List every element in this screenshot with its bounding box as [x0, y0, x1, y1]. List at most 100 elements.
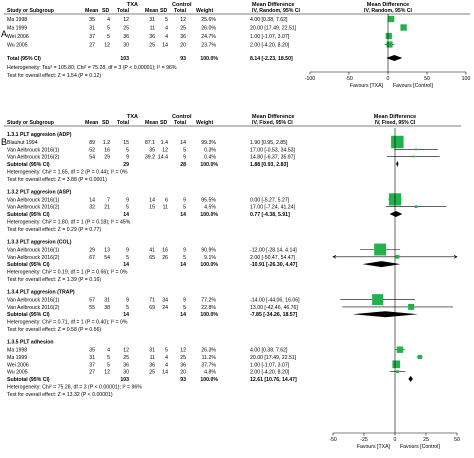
panel-b-sg5-heterogeneity: Heterogeneity: Chi² = 75.28, df = 3 (P <…	[7, 384, 142, 390]
panel-a-study-3-name: Wu 2005	[7, 43, 28, 49]
panel-b-sg5-subtotal-diamond	[408, 375, 413, 382]
panel-a-study-3-sd2: 14	[162, 43, 168, 49]
panel-a-study-3-mean1: 27	[89, 43, 95, 49]
panel-b-sg5-subtotal-weight: 100.0%	[200, 377, 218, 383]
panel-b-sg5-study-3-total1: 30	[123, 370, 129, 376]
panel-b-sg1-study-1-mean1: 52	[89, 147, 95, 153]
panel-b-sg2-study-0-sd2: 6	[165, 197, 168, 203]
header-total2: Total	[174, 8, 187, 14]
panel-b-sg1-study-1-point	[415, 148, 417, 151]
header-plot-title: Mean Difference	[374, 114, 417, 120]
panel-b-sg2-study-1-ci-text: 17.00 [-7.24, 41.24]	[250, 205, 296, 211]
panel-b-sg5-study-2-point	[392, 360, 401, 369]
panel-b-sg1-subtotal-weight: 100.0%	[200, 162, 218, 168]
panel-b-sg3-study-0-total1: 9	[126, 248, 129, 254]
panel-b-sg5-study-2-sd1: 5	[107, 362, 110, 368]
panel-b-sg2-subtotal-n2: 14	[180, 212, 186, 218]
panel-b-sg2-study-0-mean1: 14	[89, 197, 95, 203]
panel-a-total-label: Total (95% CI)	[7, 56, 41, 62]
panel-b-sg2-subtotal-n1: 14	[123, 212, 129, 218]
panel-b-sg2-study-0-sd1: 7	[107, 197, 110, 203]
panel-b-sg5-study-3-total2: 20	[180, 370, 186, 376]
panel-b-sg3-study-1-sd1: 54	[104, 255, 110, 261]
panel-b-sg1-study-1-ci-text: 17.00 [-0.53, 34.53]	[250, 147, 296, 153]
header-total2: Total	[174, 120, 187, 126]
panel-b-sg4-study-1-mean2: 69	[149, 305, 155, 311]
panel-b-sg4-study-1-name: Van Aelbrouck 2016(2)	[7, 305, 60, 311]
panel-b-sg1-study-0-name: Blauhut 1994	[7, 140, 38, 146]
header-plot-title: Mean Difference	[367, 2, 410, 8]
panel-a-study-2-sd2: 4	[165, 34, 168, 40]
panel-b-sg3-study-1-mean2: 65	[149, 255, 155, 261]
panel-b-sg3-study-0-point	[374, 243, 387, 256]
panel-b-sg3-subtotal-weight: 100.0%	[200, 262, 218, 268]
panel-b-sg3-study-0-mean1: 29	[89, 248, 95, 254]
panel-b-sg5-study-3-sd1: 12	[104, 370, 110, 376]
panel-b-sg1-study-2-weight: 0.4%	[204, 155, 216, 161]
panel-b-sg5-study-3-name: Wu 2005	[7, 370, 28, 376]
panel-b-sg2-study-1-total2: 5	[183, 205, 186, 211]
panel-b-sg5-study-0-ci-text: 4.00 [0.38, 7.62]	[250, 348, 288, 354]
panel-a-study-3-total2: 20	[180, 43, 186, 49]
header-study: Study or Subgroup	[7, 120, 54, 126]
panel-b-sg1-study-1-sd2: 12	[162, 147, 168, 153]
panel-b-sg4-subtotal-weight: 100.0%	[200, 312, 218, 318]
panel-b-sg5-study-2-sd2: 4	[165, 362, 168, 368]
panel-a-study-3-ci-text: 2.00 [-4.20, 8.20]	[250, 43, 290, 49]
panel-b-sg2-heterogeneity: Heterogeneity: Chi² = 1.80, df = 1 (P = …	[7, 220, 131, 226]
panel-a-study-1-sd1: 5	[107, 26, 110, 32]
panel-b-sg5-overall-test: Test for overall effect: Z = 13.32 (P < …	[7, 392, 113, 398]
panel-b-sg5-subtotal-ci-text: 12.61 [10.76, 14.47]	[250, 377, 297, 383]
panel-b-sg5-study-0-point	[396, 346, 404, 353]
header-md-method: IV, Random, 95% CI	[252, 8, 301, 14]
panel-b-sg3-study-1-total1: 5	[126, 255, 129, 261]
panel-b-sg5-title: 1.3.5 PLT adhesion	[7, 340, 54, 346]
panel-b-sg5-study-1-mean1: 31	[89, 355, 95, 361]
panel-b-sg4-study-0-name: Van Aelbrouck 2016(1)	[7, 298, 60, 304]
panel-b-sg5-study-1-weight: 11.2%	[202, 355, 217, 361]
panel-b-sg5-subtotal-n1: 103	[120, 377, 129, 383]
panel-b-sg2-study-0-total2: 9	[183, 197, 186, 203]
panel-a-study-2-ci-text: 1.00 [-1.07, 3.07]	[250, 34, 290, 40]
panel-b-sg2-study-1-sd1: 21	[104, 205, 110, 211]
panel-b-sg3-study-0-sd1: 13	[104, 248, 110, 254]
panel-b-sg2-study-0-name: Van Aelbrouck 2016(1)	[7, 197, 60, 203]
header-mean1: Mean	[85, 120, 98, 126]
panel-a-study-1-name: Ma 1999	[7, 26, 27, 32]
panel-b-sg5-study-0-name: Ma 1998	[7, 348, 27, 354]
panel-a-tick-label-3: 50	[424, 76, 430, 82]
panel-b-sg1-study-1-mean2: 35	[149, 147, 155, 153]
panel-b-sg3-study-1-ci-text: 2.00 [-50.47, 54.47]	[250, 255, 296, 261]
panel-b-sg3-study-0-sd2: 16	[162, 248, 168, 254]
panel-a-study-3-sd1: 12	[104, 43, 110, 49]
panel-b-sg5-study-3-mean2: 25	[149, 370, 155, 376]
panel-b-sg4-study-1-point	[408, 303, 415, 310]
panel-b-sg3-study-1-name: Van Aelbrouck 2016(2)	[7, 255, 60, 261]
panel-b-sg4-study-1-ci-text: 13.00 [-42.46, 46.76]	[250, 305, 298, 311]
panel-b-sg1-study-0-mean2: 87.1	[145, 140, 155, 146]
header-group-control: Control	[172, 2, 192, 8]
panel-b-sg3-study-1-ci-arrow-left	[332, 255, 337, 259]
panel-b-sg5-study-1-ci-text: 20.00 [17.49, 22.51]	[250, 355, 297, 361]
panel-b-sg5-study-1-total1: 25	[123, 355, 129, 361]
panel-b-sg2-study-1-weight: 4.5%	[204, 205, 216, 211]
header-study: Study or Subgroup	[7, 8, 54, 14]
panel-b-sg1-study-2-point	[412, 155, 415, 158]
panel-b-sg1-overall-test: Test for overall effect: Z = 3.88 (P = 0…	[7, 177, 107, 183]
header-sd2: SD	[160, 120, 167, 126]
panel-a-study-0-name: Ma 1998	[7, 17, 27, 23]
panel-b-sg5-study-0-sd2: 5	[165, 348, 168, 354]
panel-a-study-2-total2: 36	[180, 34, 186, 40]
panel-b-sg3-subtotal-label: Subtotal (95% CI)	[7, 262, 50, 268]
header-total1: Total	[117, 8, 130, 14]
panel-b-letter: B	[1, 137, 7, 147]
panel-a-study-1-total2: 25	[180, 26, 186, 32]
panel-b-sg1-study-2-sd1: 29	[104, 155, 110, 161]
panel-a-study-0-point	[387, 15, 395, 23]
panel-a-tick-label-2: 0	[387, 76, 390, 82]
panel-b-tick-label-3: 25	[423, 437, 429, 443]
panel-b-sg5-study-0-mean1: 35	[89, 348, 95, 354]
panel-b-sg5-study-2-weight: 37.7%	[201, 362, 216, 368]
panel-b-sg5-study-1-name: Ma 1999	[7, 355, 27, 361]
